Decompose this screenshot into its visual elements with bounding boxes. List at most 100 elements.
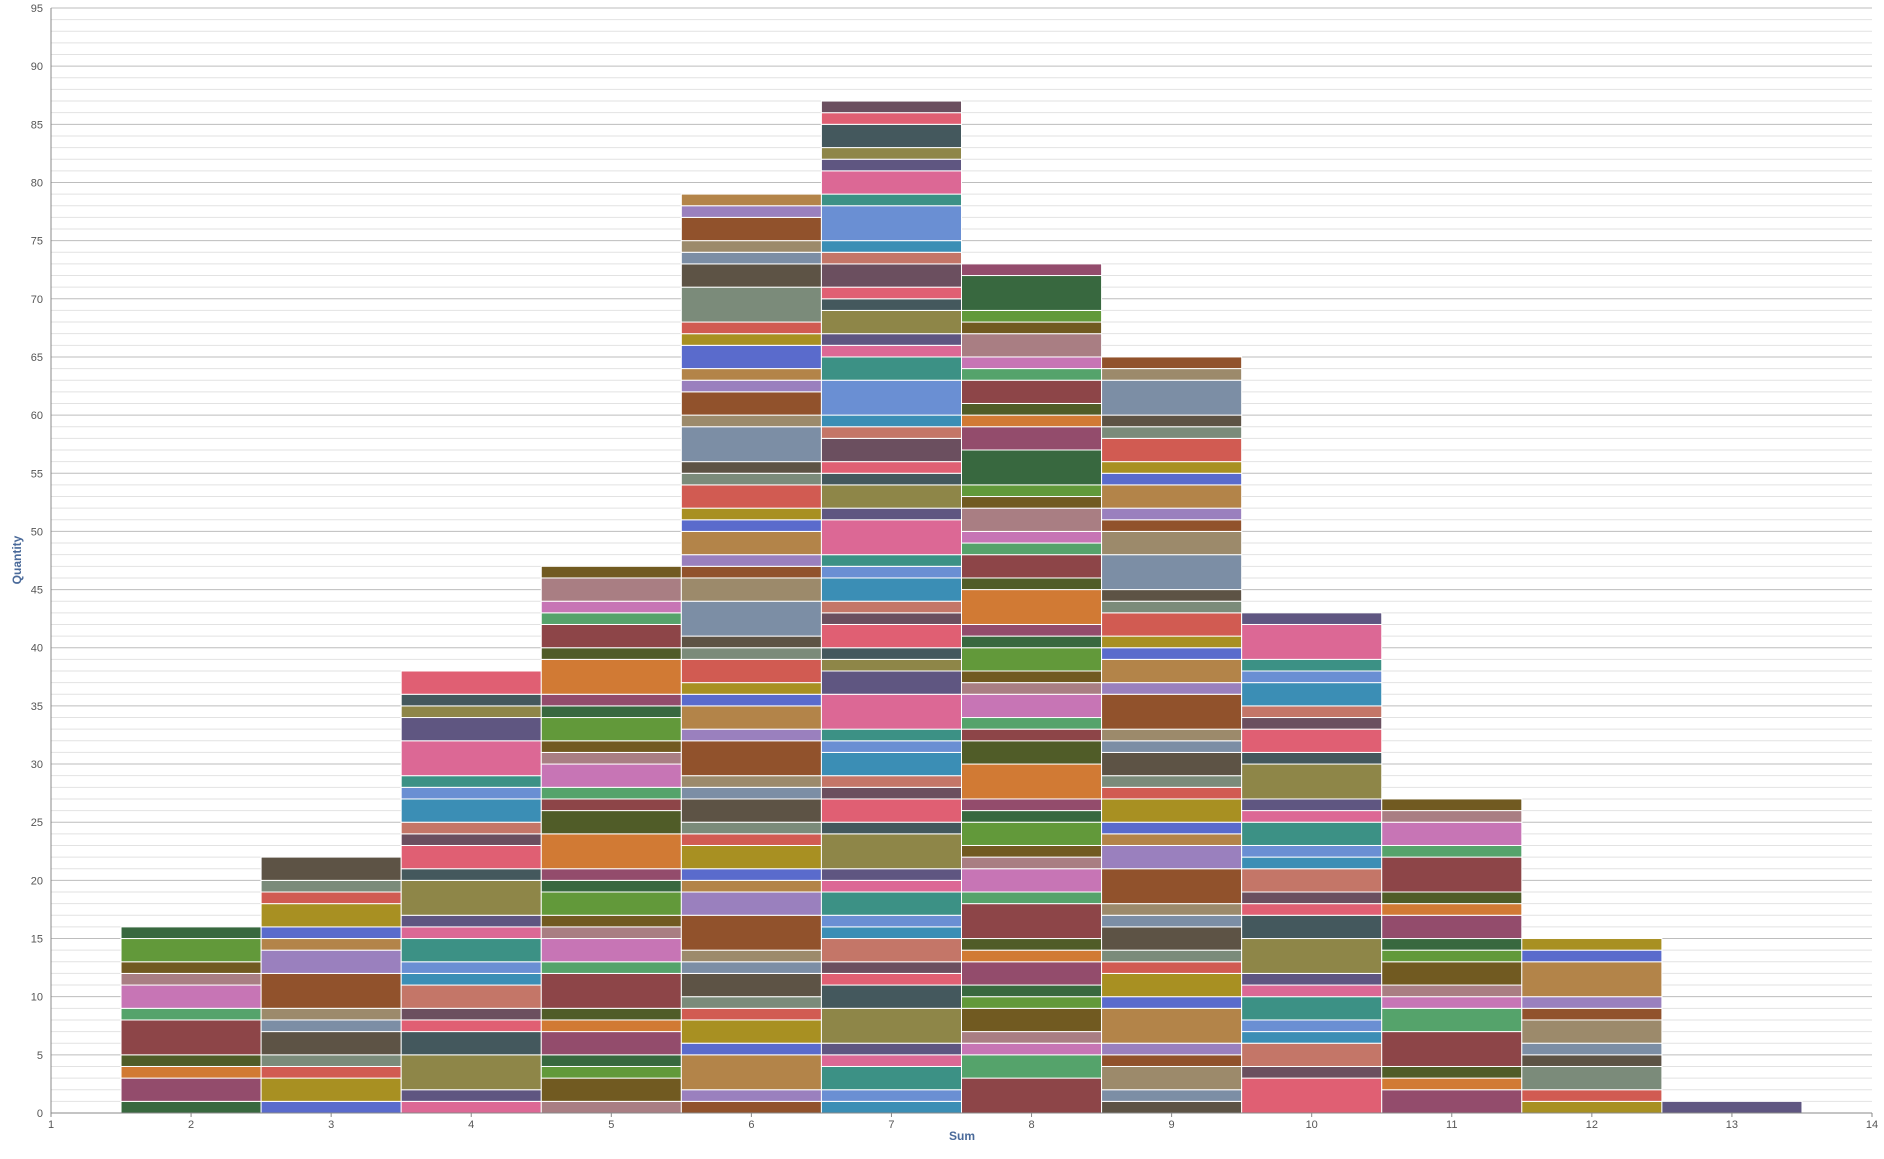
- bar-segment: [1241, 914, 1383, 940]
- bar-segment: [680, 577, 822, 602]
- bar-segment: [1101, 519, 1243, 532]
- bar-segment: [680, 996, 822, 1009]
- bar-segment: [680, 635, 822, 649]
- bar-segment: [820, 437, 963, 463]
- bar-segment: [1381, 961, 1523, 986]
- bar-segment: [540, 1100, 682, 1114]
- bar-segment: [400, 670, 542, 695]
- x-tick-label: 13: [1726, 1119, 1738, 1131]
- bar-segment: [400, 833, 542, 846]
- bar-segment: [1521, 1019, 1663, 1044]
- bar-segment: [1241, 623, 1383, 660]
- bar-segment: [260, 879, 402, 893]
- bar-stack-11: [1381, 798, 1523, 1114]
- bar-segment: [1241, 868, 1383, 893]
- bar-segment: [961, 903, 1103, 940]
- bar-segment: [820, 379, 963, 416]
- x-tick-labels: 1 2 3 4 5 6 7 8 9 10 11 12 13 14: [48, 1113, 1878, 1131]
- bar-segment: [680, 344, 822, 370]
- bar-segment: [1101, 426, 1243, 439]
- bar-segment: [540, 1007, 682, 1021]
- x-tick-label: 6: [748, 1119, 754, 1131]
- bar-segment: [1241, 717, 1383, 730]
- y-tick-label: 80: [31, 177, 43, 189]
- bar-segment: [1101, 949, 1243, 963]
- bar-segment: [961, 414, 1103, 428]
- bar-segment: [961, 740, 1103, 765]
- bar-stacks: [120, 100, 1803, 1114]
- bar-segment: [1101, 833, 1243, 846]
- bar-segment: [540, 798, 682, 812]
- y-tick-label: 50: [31, 526, 43, 538]
- bar-stack-3: [260, 856, 402, 1114]
- bar-segment: [1101, 414, 1243, 428]
- bar-segment: [1381, 810, 1523, 823]
- bar-segment: [540, 658, 682, 695]
- bar-segment: [1241, 996, 1383, 1021]
- bar-stack-5: [540, 565, 682, 1114]
- bar-segment: [1521, 961, 1663, 998]
- bar-segment: [1241, 1031, 1383, 1044]
- bar-segment: [1101, 647, 1243, 660]
- bar-segment: [820, 775, 963, 788]
- bar-segment: [820, 693, 963, 730]
- bar-segment: [540, 600, 682, 614]
- bar-segment: [540, 1054, 682, 1067]
- bar-segment: [820, 344, 963, 358]
- bar-stack-6: [680, 193, 822, 1114]
- x-tick-label: 8: [1028, 1119, 1034, 1131]
- bar-segment: [680, 414, 822, 428]
- bar-segment: [400, 844, 542, 870]
- bar-segment: [1241, 972, 1383, 986]
- bar-segment: [680, 426, 822, 463]
- x-tick-label: 14: [1866, 1119, 1878, 1131]
- bar-segment: [1381, 821, 1523, 846]
- bar-segment: [400, 972, 542, 986]
- bar-segment: [1381, 798, 1523, 812]
- bar-segment: [680, 693, 822, 707]
- bar-segment: [1381, 856, 1523, 893]
- bar-segment: [1101, 600, 1243, 614]
- bar-segment: [1241, 938, 1383, 974]
- y-tick-label: 75: [31, 236, 43, 248]
- bar-segment: [820, 251, 963, 265]
- bar-segment: [1101, 530, 1243, 556]
- bar-segment: [961, 810, 1103, 823]
- bar-segment: [1241, 1065, 1383, 1079]
- bar-segment: [540, 647, 682, 660]
- bar-segment: [120, 961, 262, 974]
- bar-segment: [680, 879, 822, 893]
- bar-segment: [1101, 926, 1243, 951]
- bar-segment: [680, 519, 822, 532]
- bar-segment: [820, 263, 963, 288]
- bar-segment: [680, 240, 822, 253]
- bar-segment: [400, 1089, 542, 1102]
- bar-segment: [961, 554, 1103, 579]
- bar-segment: [1101, 507, 1243, 521]
- bar-segment: [1101, 472, 1243, 486]
- bar-segment: [400, 786, 542, 800]
- bar-segment: [1521, 996, 1663, 1009]
- y-tick-labels: 0 5 10 15 20 25 30 35 40 45 50 55 60 65 70 75 80 85 90 95: [31, 3, 43, 1120]
- y-tick-label: 15: [31, 934, 43, 946]
- bar-segment: [260, 938, 402, 951]
- bar-segment: [961, 949, 1103, 963]
- x-tick-label: 4: [468, 1119, 474, 1131]
- y-tick-label: 95: [31, 3, 43, 15]
- bar-segment: [540, 751, 682, 765]
- bar-segment: [1101, 589, 1243, 602]
- bar-segment: [820, 938, 963, 963]
- bar-segment: [540, 833, 682, 870]
- bar-segment: [680, 216, 822, 242]
- bar-segment: [820, 1007, 963, 1044]
- bar-segment: [1101, 658, 1243, 684]
- bar-segment: [1101, 484, 1243, 509]
- bar-segment: [961, 1054, 1103, 1079]
- bar-segment: [820, 100, 963, 114]
- bar-segment: [400, 926, 542, 940]
- bar-segment: [961, 275, 1103, 311]
- bar-segment: [961, 856, 1103, 870]
- bar-segment: [1241, 856, 1383, 870]
- bar-segment: [680, 379, 822, 393]
- bar-segment: [1241, 891, 1383, 905]
